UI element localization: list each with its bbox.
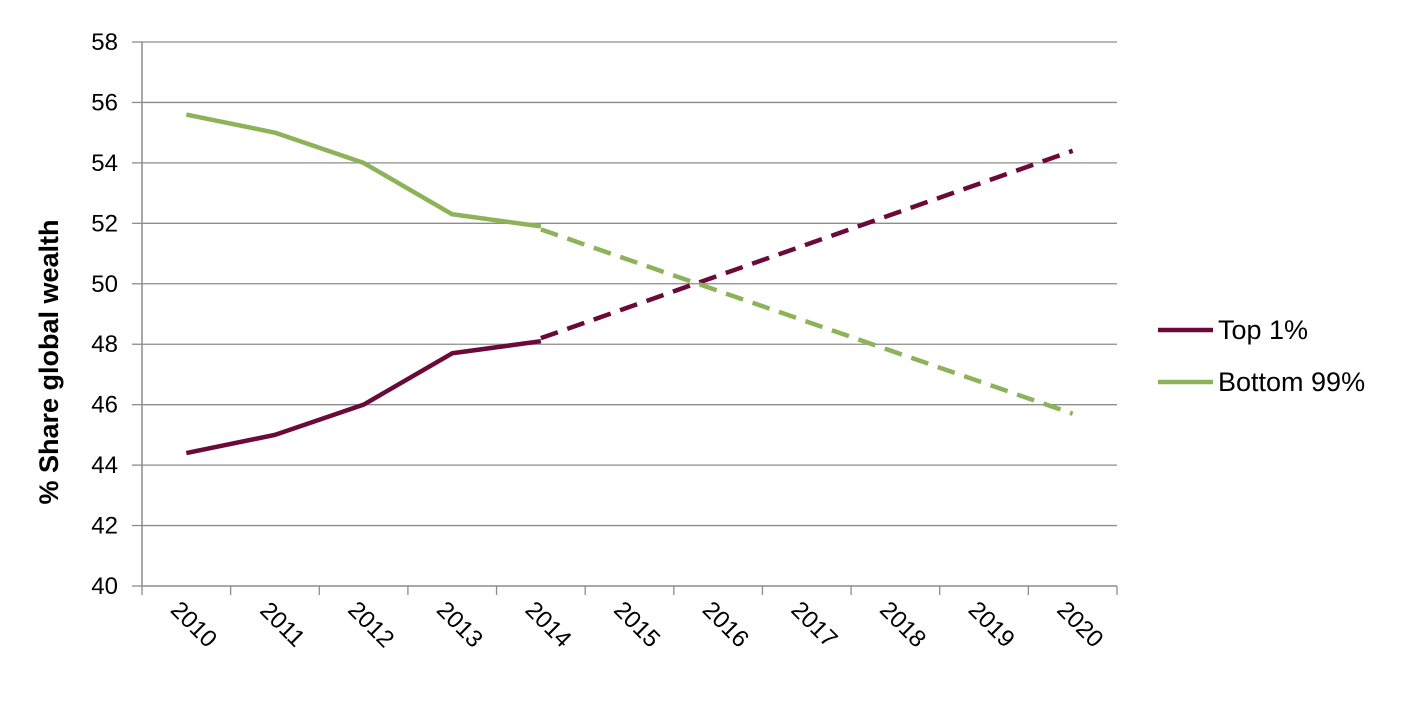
legend-label: Top 1%	[1218, 315, 1308, 345]
y-tick-label: 54	[91, 150, 118, 177]
y-tick-label: 40	[91, 573, 118, 600]
y-tick-label: 46	[91, 392, 118, 419]
y-tick-label: 56	[91, 89, 118, 116]
x-tick-label: 2011	[254, 597, 310, 653]
y-tick-label: 52	[91, 210, 118, 237]
y-tick-label: 42	[91, 513, 118, 540]
x-tick-label: 2017	[786, 596, 843, 653]
y-tick-label: 44	[91, 452, 118, 479]
series-line-projected	[540, 148, 1074, 341]
x-tick-label: 2010	[165, 596, 222, 653]
x-tick-label: 2013	[431, 596, 488, 653]
x-tick-label: 2015	[608, 596, 665, 653]
series-line-actual	[185, 338, 542, 456]
legend-label: Bottom 99%	[1218, 367, 1365, 397]
series-line-projected	[540, 227, 1074, 416]
series-lines	[185, 112, 1074, 456]
x-tick-label: 2016	[697, 596, 754, 653]
x-tick-label: 2018	[874, 596, 931, 653]
x-tick-label: 2020	[1052, 596, 1109, 653]
y-tick-label: 48	[91, 331, 118, 358]
x-tick-label: 2012	[342, 596, 399, 653]
x-tick-label: 2014	[520, 596, 577, 653]
gridlines	[142, 41, 1117, 527]
y-axis-title: % Share global wealth	[34, 219, 64, 504]
series-line-actual	[185, 112, 542, 229]
axes: 40 42 44 46 48 50 52 54 56 58 2010 2011 2012 2013 2014…	[91, 29, 1118, 653]
x-tick-label: 2019	[963, 596, 1020, 653]
legend: Top 1% Bottom 99%	[1158, 315, 1365, 397]
y-tick-label: 50	[91, 271, 118, 298]
y-tick-label: 58	[91, 29, 118, 56]
